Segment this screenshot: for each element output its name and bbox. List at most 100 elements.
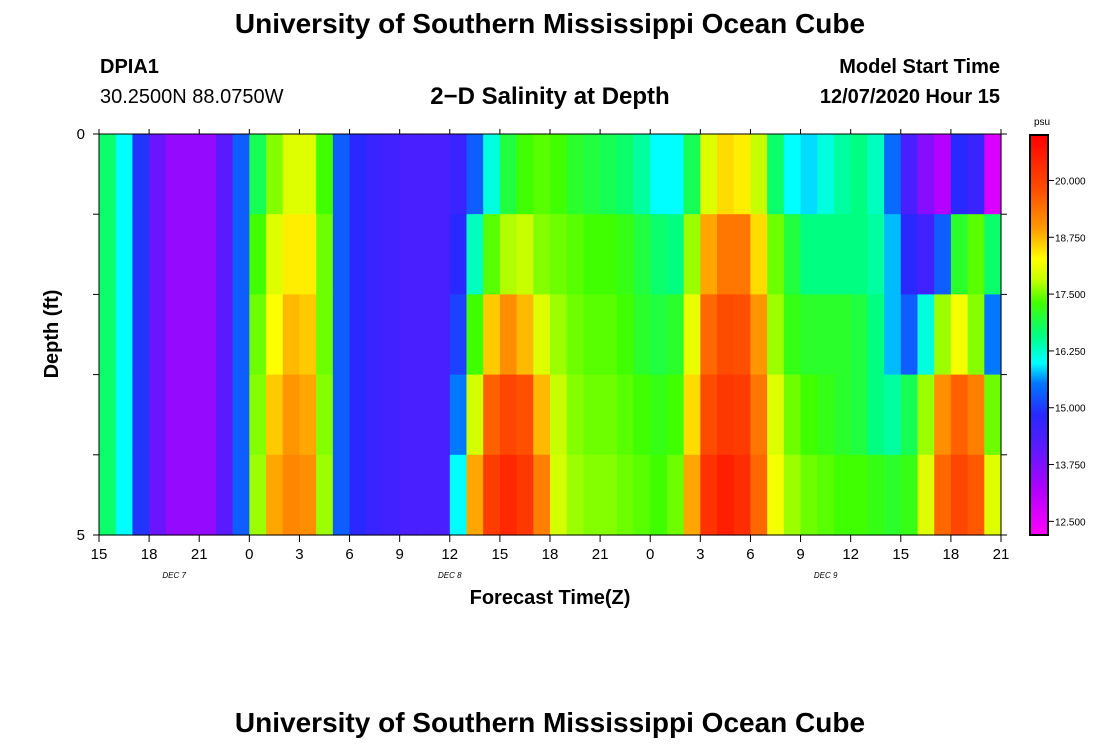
heatmap-cell	[182, 454, 200, 536]
heatmap-cell	[165, 214, 184, 295]
heatmap-cell	[466, 374, 484, 456]
x-tick-label: 6	[746, 546, 754, 563]
heatmap-cell	[950, 374, 969, 456]
heatmap-cell	[215, 454, 234, 536]
heatmap-cell	[566, 294, 584, 376]
heatmap-cell	[566, 454, 584, 536]
heatmap-cell	[666, 454, 685, 536]
heatmap-cell	[867, 294, 885, 376]
heatmap-cell	[917, 214, 935, 295]
station-id: DPIA1	[100, 56, 159, 78]
heatmap-cell	[917, 454, 935, 536]
heatmap-cell	[449, 294, 468, 376]
heatmap-cell	[800, 294, 818, 376]
heatmap-cell	[850, 294, 868, 376]
heatmap-cell	[733, 134, 752, 215]
heatmap-cell	[266, 294, 284, 376]
heatmap-cell	[717, 134, 735, 215]
heatmap-cell	[349, 214, 367, 295]
heatmap-cell	[299, 374, 317, 456]
heatmap-cell	[984, 134, 1002, 215]
heatmap-cell	[550, 134, 568, 215]
x-tick-label: 12	[441, 546, 458, 563]
heatmap-cell	[733, 374, 752, 456]
heatmap-cell	[600, 374, 618, 456]
heatmap-cell	[817, 294, 835, 376]
y-tick-label: 0	[77, 126, 85, 143]
heatmap-cell	[299, 294, 317, 376]
heatmap-cell	[666, 374, 685, 456]
heatmap-cell	[850, 374, 868, 456]
heatmap-cell	[516, 454, 534, 536]
heatmap-cell	[650, 294, 668, 376]
heatmap-cell	[783, 214, 802, 295]
heatmap-cell	[416, 454, 434, 536]
heatmap-cell	[199, 454, 217, 536]
heatmap-cell	[382, 454, 401, 536]
heatmap-cell	[683, 214, 701, 295]
heatmap-cell	[483, 374, 501, 456]
heatmap-cell	[516, 294, 534, 376]
heatmap-cell	[984, 294, 1002, 376]
heatmap-cell	[399, 374, 417, 456]
x-tick-label: 18	[943, 546, 960, 563]
heatmap-cell	[733, 454, 752, 536]
heatmap-cell	[533, 374, 551, 456]
heatmap-cell	[583, 134, 601, 215]
heatmap-cell	[449, 374, 468, 456]
heatmap-cell	[266, 374, 284, 456]
heatmap-cell	[633, 374, 651, 456]
heatmap-cell	[917, 294, 935, 376]
heatmap-cell	[850, 454, 868, 536]
heatmap-cell	[332, 454, 351, 536]
heatmap-cell	[633, 294, 651, 376]
heatmap-cell	[249, 214, 267, 295]
date-label: DEC 8	[438, 571, 462, 580]
heatmap-cell	[583, 374, 601, 456]
heatmap-cell	[817, 134, 835, 215]
heatmap-cell	[433, 134, 451, 215]
heatmap-cell	[900, 134, 919, 215]
heatmap-cell	[884, 134, 902, 215]
heatmap-cell	[232, 294, 250, 376]
heatmap-cell	[215, 134, 234, 215]
heatmap-cell	[516, 374, 534, 456]
x-tick-label: 0	[646, 546, 654, 563]
heatmap-cell	[483, 134, 501, 215]
heatmap-cell	[99, 374, 117, 456]
heatmap-cell	[499, 374, 518, 456]
heatmap-cell	[115, 454, 133, 536]
heatmap-cell	[550, 454, 568, 536]
heatmap-cell	[332, 294, 351, 376]
heatmap-cell	[967, 134, 985, 215]
colorbar-tick-label: 17.500	[1055, 290, 1086, 301]
heatmap-cell	[850, 134, 868, 215]
heatmap-cell	[550, 294, 568, 376]
heatmap-cell	[884, 294, 902, 376]
heatmap-cell	[683, 294, 701, 376]
heatmap-cell	[934, 214, 952, 295]
heatmap-cell	[483, 294, 501, 376]
heatmap-cell	[299, 454, 317, 536]
heatmap-cell	[99, 454, 117, 536]
heatmap-cell	[934, 134, 952, 215]
heatmap-cell	[99, 134, 117, 215]
heatmap-cell	[900, 294, 919, 376]
heatmap-cell	[366, 134, 384, 215]
heatmap-cell	[199, 374, 217, 456]
heatmap-cell	[399, 294, 417, 376]
heatmap-cell	[299, 134, 317, 215]
heatmap-cell	[550, 214, 568, 295]
x-tick-label: 9	[796, 546, 804, 563]
heatmap-cell	[650, 214, 668, 295]
heatmap-cell	[199, 134, 217, 215]
heatmap-cell	[165, 454, 184, 536]
heatmap-cell	[182, 214, 200, 295]
x-axis-label: Forecast Time(Z)	[470, 587, 631, 609]
heatmap-cell	[833, 134, 852, 215]
x-tick-label: 12	[842, 546, 859, 563]
heatmap-cell	[416, 214, 434, 295]
heatmap-cell	[583, 454, 601, 536]
heatmap-cell	[833, 214, 852, 295]
colorbar-tick-label: 15.000	[1055, 404, 1086, 415]
